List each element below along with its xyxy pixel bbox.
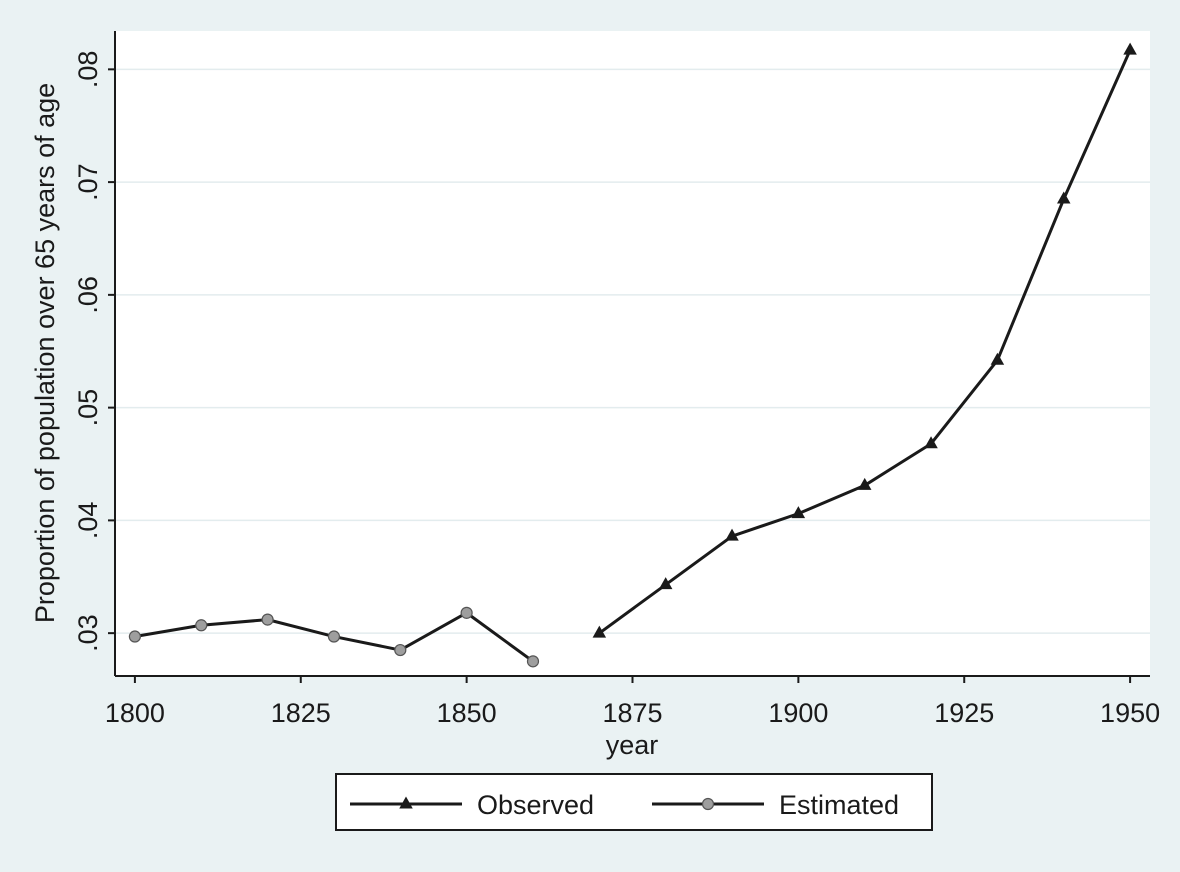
y-tick-label: .06 [73, 276, 103, 314]
x-tick-label: 1875 [602, 698, 662, 728]
data-point-estimated [261, 613, 274, 626]
gridlines [115, 68, 1150, 634]
data-point-observed [1057, 191, 1071, 204]
data-point-estimated [128, 630, 142, 643]
data-point-estimated [460, 606, 473, 619]
data-point-observed [857, 477, 872, 490]
x-axis-title: year [606, 730, 659, 760]
y-tick-label: .05 [73, 389, 103, 427]
legend-box [335, 773, 933, 831]
plot-area [115, 31, 1150, 676]
x-tick-label: 1925 [934, 698, 994, 728]
data-point-observed [924, 436, 938, 449]
data-point-estimated [327, 630, 341, 643]
legend-label-observed: Observed [477, 790, 594, 820]
data-point-observed [658, 577, 673, 590]
y-tick-label: .03 [73, 614, 103, 652]
y-tick-label: .07 [73, 163, 103, 201]
legend-marker-estimated [701, 797, 715, 811]
data-point-estimated [394, 643, 407, 657]
y-ticks: .03 .04 .05 .06 .07 .08 [73, 51, 115, 652]
x-ticks: 1800 1825 1850 1875 1900 1925 1950 [105, 676, 1160, 728]
legend-label-estimated: Estimated [779, 790, 899, 820]
y-axis-title: Proportion of population over 65 years o… [30, 83, 60, 623]
x-tick-label: 1825 [271, 698, 331, 728]
x-tick-label: 1900 [768, 698, 828, 728]
data-point-estimated [195, 619, 208, 632]
data-point-observed [791, 506, 806, 519]
data-point-observed [1123, 42, 1137, 55]
y-tick-label: .08 [73, 51, 103, 89]
x-tick-label: 1950 [1100, 698, 1160, 728]
x-tick-label: 1850 [437, 698, 497, 728]
data-point-observed [990, 352, 1005, 365]
x-tick-label: 1800 [105, 698, 165, 728]
series [128, 42, 1137, 668]
y-tick-label: .04 [73, 502, 103, 540]
legend: Observed Estimated [335, 773, 933, 831]
data-point-observed [725, 528, 739, 541]
legend-marker-observed [399, 796, 413, 809]
data-point-observed [592, 625, 607, 638]
data-point-estimated [526, 655, 540, 668]
